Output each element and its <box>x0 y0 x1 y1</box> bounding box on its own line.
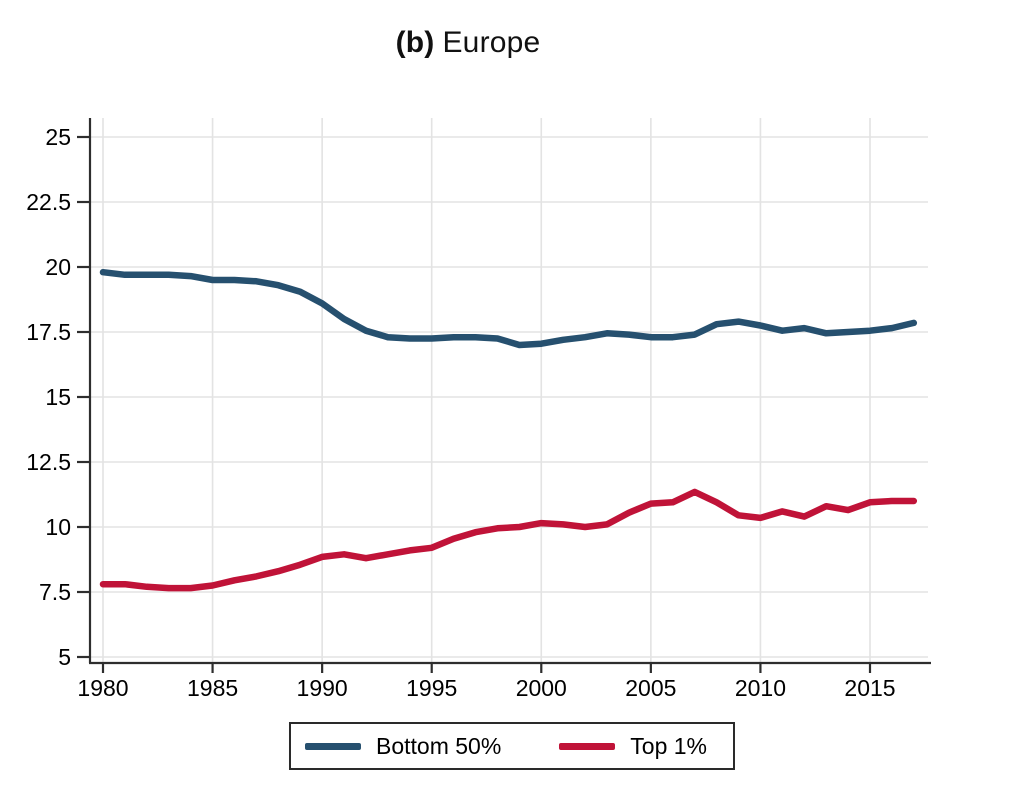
x-tick-label: 2010 <box>735 675 786 701</box>
y-tick-label: 17.5 <box>26 319 71 345</box>
series-line-bottom-50 <box>99 268 918 349</box>
panel-region-label: Europe <box>442 26 541 59</box>
chart-legend: Bottom 50% Top 1% <box>288 722 736 770</box>
legend-item-bottom-50: Bottom 50% <box>304 732 502 760</box>
y-tick-label: 5 <box>58 644 71 670</box>
y-tick-label: 15 <box>45 384 71 410</box>
panel-letter: (b) <box>395 26 435 59</box>
legend-label-top-1: Top 1% <box>630 732 708 759</box>
x-tick-label: 1980 <box>77 675 128 701</box>
x-tick-label: 1995 <box>406 675 457 701</box>
legend-swatch-top-1 <box>559 742 616 750</box>
legend-item-top-1: Top 1% <box>559 733 707 760</box>
x-tick-label: 1990 <box>297 675 348 701</box>
y-tick-label: 20 <box>45 254 71 280</box>
legend-swatch-bottom-50 <box>304 742 361 750</box>
y-tick-label: 12.5 <box>26 449 71 475</box>
y-tick-label: 22.5 <box>26 189 71 215</box>
x-tick-label: 1985 <box>187 675 238 701</box>
legend-label-bottom-50: Bottom 50% <box>375 732 502 759</box>
series-line-top-1 <box>99 488 918 592</box>
y-tick-label: 7.5 <box>39 579 71 605</box>
x-tick-label: 2005 <box>625 675 676 701</box>
y-tick-label: 25 <box>45 124 71 150</box>
chart-title: (b) Europe <box>0 26 936 60</box>
y-tick-label: 10 <box>45 514 71 540</box>
x-tick-label: 2000 <box>516 675 567 701</box>
x-tick-label: 2015 <box>844 675 895 701</box>
